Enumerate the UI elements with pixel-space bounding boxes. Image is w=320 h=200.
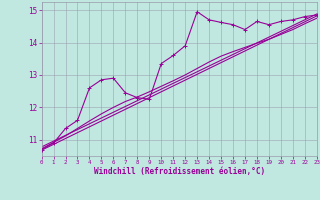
X-axis label: Windchill (Refroidissement éolien,°C): Windchill (Refroidissement éolien,°C) bbox=[94, 167, 265, 176]
